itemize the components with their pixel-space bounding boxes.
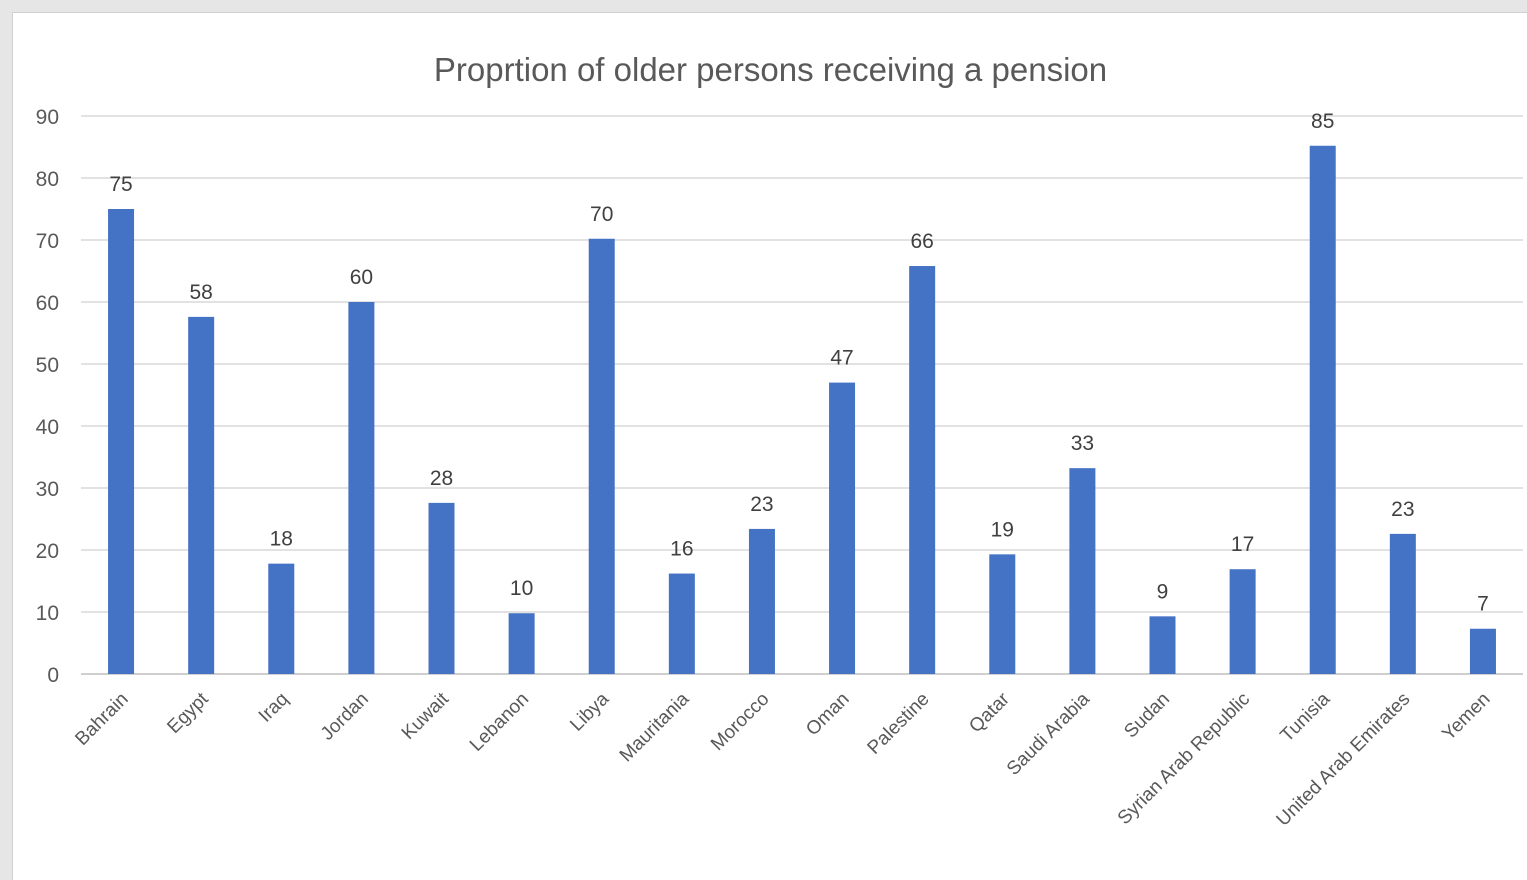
bar-saudi-arabia bbox=[1069, 468, 1096, 674]
bar-iraq bbox=[268, 563, 295, 674]
bar-palestine bbox=[909, 266, 936, 674]
x-tick-label: Syrian Arab Republic bbox=[1114, 689, 1254, 829]
data-label: 23 bbox=[1391, 498, 1414, 521]
y-tick-label: 90 bbox=[36, 106, 59, 129]
data-labels: 75 58 18 60 28 10 70 16 23 47 66 19 33 9 17 85 23 7 bbox=[109, 110, 1488, 616]
data-label: 9 bbox=[1157, 580, 1169, 603]
x-tick-label: Jordan bbox=[317, 689, 373, 745]
x-tick-label: Qatar bbox=[965, 688, 1014, 737]
data-label: 7 bbox=[1477, 593, 1489, 616]
data-label: 60 bbox=[350, 266, 373, 289]
bar-tunisia bbox=[1309, 145, 1336, 674]
x-tick-label: Tunisia bbox=[1277, 688, 1335, 746]
y-tick-label: 30 bbox=[36, 478, 59, 501]
x-tick-label: Iraq bbox=[255, 689, 293, 727]
bar-jordan bbox=[348, 302, 375, 674]
x-tick-label: Libya bbox=[566, 688, 613, 735]
x-tick-label: Oman bbox=[802, 689, 853, 740]
x-tick-label: Yemen bbox=[1438, 689, 1494, 745]
x-tick-label: United Arab Emirates bbox=[1273, 689, 1415, 831]
x-tick-label: Egypt bbox=[163, 688, 213, 738]
data-label: 16 bbox=[670, 538, 693, 561]
chart-title: Proprtion of older persons receiving a p… bbox=[433, 51, 1108, 88]
bar-mauritania bbox=[668, 573, 695, 674]
bar-bahrain bbox=[108, 209, 135, 674]
data-label: 33 bbox=[1071, 432, 1094, 455]
data-label: 47 bbox=[830, 347, 853, 370]
x-tick-label: Bahrain bbox=[71, 689, 132, 750]
bar-lebanon bbox=[508, 613, 535, 674]
y-tick-label: 10 bbox=[36, 602, 59, 625]
y-tick-label: 20 bbox=[36, 540, 59, 563]
gridlines bbox=[81, 115, 1523, 675]
x-tick-label: Kuwait bbox=[398, 688, 454, 744]
y-tick-label: 80 bbox=[36, 168, 59, 191]
x-tick-label: Palestine bbox=[864, 689, 934, 759]
data-label: 66 bbox=[910, 230, 933, 253]
x-axis-ticks: Bahrain Egypt Iraq Jordan Kuwait Lebanon Libya… bbox=[71, 688, 1494, 830]
bar-oman bbox=[829, 382, 856, 674]
data-label: 19 bbox=[991, 518, 1014, 541]
y-tick-label: 50 bbox=[36, 354, 59, 377]
data-label: 28 bbox=[430, 467, 453, 490]
bar-united-arab-emirates bbox=[1389, 533, 1416, 674]
data-label: 70 bbox=[590, 203, 613, 226]
bar-syrian-arab-republic bbox=[1229, 569, 1256, 674]
x-tick-label: Mauritania bbox=[616, 688, 694, 766]
x-tick-label: Saudi Arabia bbox=[1003, 688, 1094, 779]
x-tick-label: Morocco bbox=[707, 689, 773, 755]
bars bbox=[108, 145, 1496, 674]
x-tick-label: Sudan bbox=[1120, 689, 1174, 743]
bar-morocco bbox=[748, 528, 775, 674]
data-label: 85 bbox=[1311, 110, 1334, 133]
y-tick-label: 60 bbox=[36, 292, 59, 315]
x-tick-label: Lebanon bbox=[466, 689, 533, 756]
data-label: 18 bbox=[270, 528, 293, 551]
bar-qatar bbox=[989, 554, 1016, 674]
chart-frame: Proprtion of older persons receiving a p… bbox=[12, 12, 1527, 880]
bar-libya bbox=[588, 238, 615, 674]
data-label: 10 bbox=[510, 577, 533, 600]
data-label: 75 bbox=[109, 173, 132, 196]
bar-egypt bbox=[188, 316, 215, 674]
y-tick-label: 70 bbox=[36, 230, 59, 253]
bar-sudan bbox=[1149, 616, 1176, 674]
data-label: 17 bbox=[1231, 533, 1254, 556]
bar-yemen bbox=[1469, 628, 1496, 674]
bar-chart: 0 10 20 30 40 50 60 70 80 90 75 58 18 60 28 10 70 16 23 47… bbox=[36, 106, 1523, 830]
y-axis-ticks: 0 10 20 30 40 50 60 70 80 90 bbox=[36, 106, 59, 687]
data-label: 58 bbox=[189, 281, 212, 304]
y-tick-label: 40 bbox=[36, 416, 59, 439]
y-tick-label: 0 bbox=[47, 664, 59, 687]
data-label: 23 bbox=[750, 493, 773, 516]
bar-kuwait bbox=[428, 502, 455, 674]
